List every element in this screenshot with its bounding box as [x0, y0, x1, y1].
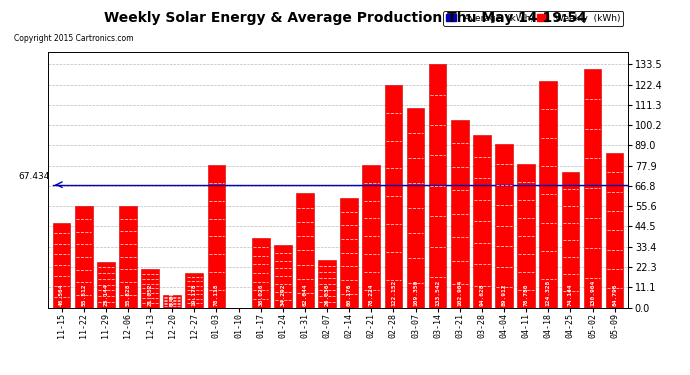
Bar: [384, 85, 402, 308]
Bar: [208, 165, 225, 308]
Bar: [428, 64, 446, 308]
Text: 130.904: 130.904: [590, 280, 595, 306]
Text: 55.512: 55.512: [81, 284, 86, 306]
Text: Weekly Solar Energy & Average Production Thu May 14 19:54: Weekly Solar Energy & Average Production…: [104, 11, 586, 25]
Text: 21.052: 21.052: [148, 284, 152, 306]
Text: 89.912: 89.912: [502, 284, 506, 306]
Text: 94.628: 94.628: [480, 284, 484, 306]
Bar: [606, 153, 624, 308]
Bar: [473, 135, 491, 308]
Text: Copyright 2015 Cartronics.com: Copyright 2015 Cartronics.com: [14, 34, 133, 43]
Text: 60.176: 60.176: [346, 284, 352, 306]
Text: 133.542: 133.542: [435, 280, 440, 306]
Bar: [318, 260, 336, 308]
Bar: [562, 172, 579, 308]
Text: 34.292: 34.292: [280, 284, 285, 306]
Bar: [518, 164, 535, 308]
Text: 26.036: 26.036: [324, 284, 330, 306]
Text: 25.144: 25.144: [104, 284, 108, 306]
Text: 6.808: 6.808: [170, 287, 175, 306]
Text: 74.144: 74.144: [568, 284, 573, 306]
Text: 55.828: 55.828: [126, 284, 130, 306]
Bar: [97, 262, 115, 308]
Text: 78.224: 78.224: [368, 284, 374, 306]
Text: 78.780: 78.780: [524, 284, 529, 306]
Bar: [540, 81, 557, 308]
Bar: [274, 245, 292, 308]
Text: 46.564: 46.564: [59, 284, 64, 306]
Bar: [584, 69, 602, 308]
Bar: [296, 194, 314, 308]
Text: 124.328: 124.328: [546, 280, 551, 306]
Text: 78.118: 78.118: [214, 284, 219, 306]
Bar: [52, 223, 70, 308]
Bar: [230, 308, 248, 309]
Text: 19.178: 19.178: [192, 284, 197, 306]
Bar: [164, 295, 181, 307]
Bar: [252, 238, 270, 308]
Legend: Average  (kWh), Weekly  (kWh): Average (kWh), Weekly (kWh): [443, 11, 623, 26]
Text: 84.796: 84.796: [612, 284, 617, 306]
Bar: [406, 108, 424, 307]
Bar: [340, 198, 358, 308]
Bar: [362, 165, 380, 308]
Bar: [451, 120, 469, 308]
Bar: [75, 206, 92, 308]
Bar: [119, 206, 137, 308]
Text: 102.904: 102.904: [457, 280, 462, 306]
Text: 62.644: 62.644: [302, 284, 308, 306]
Text: 122.152: 122.152: [391, 280, 396, 306]
Bar: [495, 144, 513, 308]
Text: 67.434: 67.434: [18, 172, 50, 181]
Bar: [141, 269, 159, 308]
Text: 1.030: 1.030: [236, 287, 241, 306]
Bar: [186, 273, 203, 308]
Text: 38.026: 38.026: [258, 284, 263, 306]
Text: 109.350: 109.350: [413, 280, 418, 306]
